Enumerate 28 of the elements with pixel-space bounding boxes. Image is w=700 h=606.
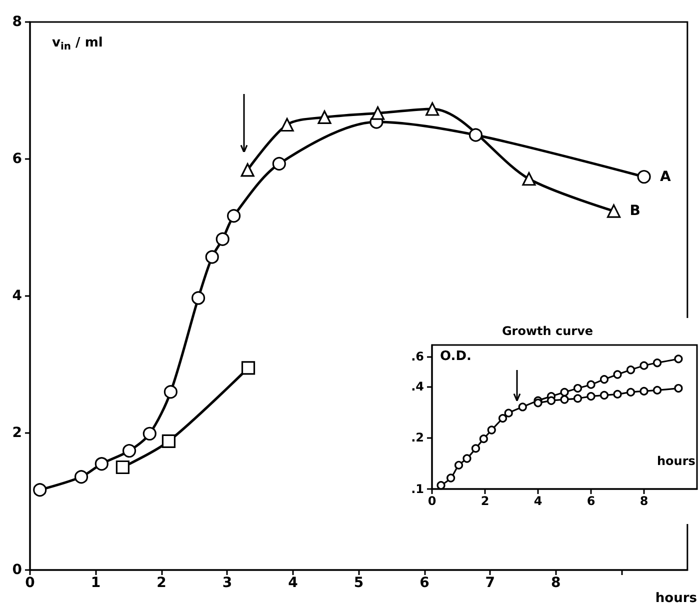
x-tick-label: 3: [222, 575, 232, 591]
y-axis-title: O.D.: [440, 349, 472, 364]
x-axis-title: hours: [655, 591, 698, 606]
x-tick-label: 2: [156, 575, 166, 591]
x-tick-label: 6: [586, 494, 596, 508]
y-tick-label: 8: [12, 14, 22, 30]
x-tick-label: 0: [428, 494, 436, 508]
y-tick-label: .1: [411, 482, 424, 496]
y-tick-label: .2: [411, 430, 424, 445]
x-tick-label: 4: [288, 575, 298, 591]
x-tick-label: 1: [90, 575, 101, 591]
x-tick-label: 8: [640, 494, 648, 508]
x-tick-label: 4: [534, 494, 542, 508]
x-tick-label: 5: [354, 575, 364, 591]
y-tick-label: 6: [12, 151, 22, 167]
x-tick-label: 8: [551, 575, 561, 591]
chart-title: Growth curve: [502, 324, 594, 338]
y-tick-label: .4: [411, 379, 424, 394]
y-tick-label: 2: [12, 425, 22, 441]
series-label: A: [660, 168, 672, 185]
x-axis-title: hours: [657, 454, 696, 468]
y-tick-label: 0: [12, 562, 22, 578]
x-tick-label: 0: [25, 575, 36, 591]
y-tick-label: 4: [12, 288, 22, 304]
y-tick-label: .6: [411, 349, 424, 364]
series-label: B: [630, 203, 640, 220]
x-tick-label: 2: [480, 494, 490, 508]
x-tick-label: 7: [485, 575, 496, 591]
